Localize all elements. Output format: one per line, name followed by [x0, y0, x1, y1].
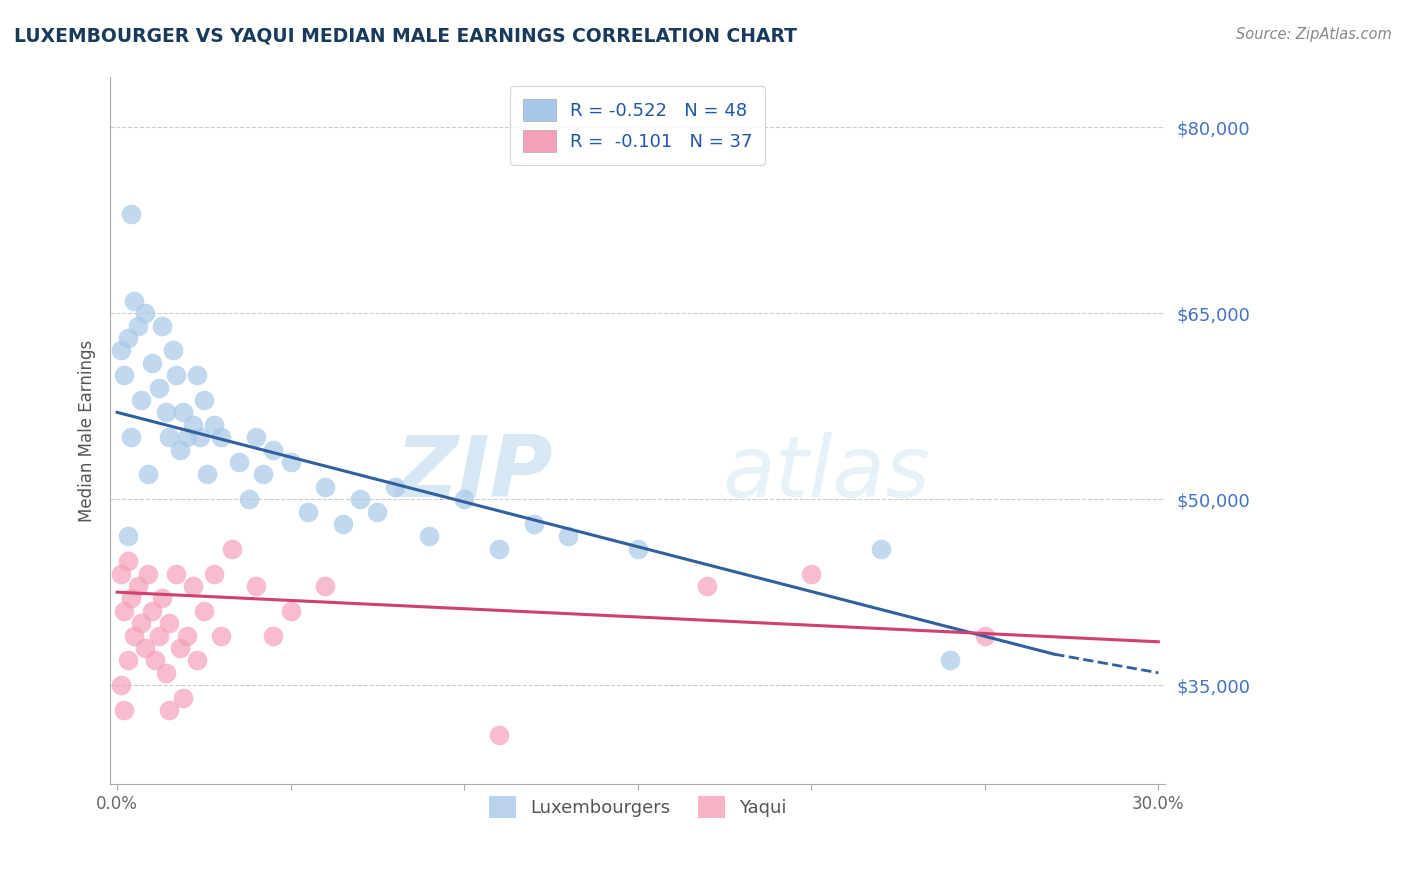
Y-axis label: Median Male Earnings: Median Male Earnings [79, 340, 96, 522]
Point [202, 566, 225, 581]
Point [252, 467, 274, 482]
Point [488, 541, 510, 556]
Point [939, 653, 962, 667]
Point [117, 529, 139, 543]
Point [131, 616, 153, 631]
Point [148, 629, 170, 643]
Point [141, 604, 163, 618]
Point [262, 442, 284, 457]
Point [176, 629, 198, 643]
Point [112, 604, 135, 618]
Point [193, 392, 215, 407]
Point [183, 417, 205, 432]
Text: ZIP: ZIP [395, 432, 554, 515]
Point [110, 343, 132, 358]
Point [221, 541, 243, 556]
Point [297, 504, 319, 518]
Point [138, 467, 160, 482]
Point [150, 318, 173, 333]
Point [143, 653, 166, 667]
Point [120, 207, 142, 221]
Point [183, 579, 205, 593]
Point [138, 566, 160, 581]
Point [124, 293, 146, 308]
Point [112, 703, 135, 717]
Text: atlas: atlas [723, 432, 931, 515]
Point [127, 318, 149, 333]
Point [186, 653, 208, 667]
Point [157, 703, 180, 717]
Point [202, 417, 225, 432]
Point [453, 492, 475, 507]
Point [523, 516, 546, 531]
Point [124, 629, 146, 643]
Point [120, 430, 142, 444]
Point [172, 690, 194, 705]
Point [165, 368, 187, 383]
Point [141, 356, 163, 370]
Point [280, 455, 302, 469]
Point [366, 504, 388, 518]
Point [869, 541, 891, 556]
Point [117, 653, 139, 667]
Point [186, 368, 208, 383]
Point [172, 405, 194, 419]
Point [127, 579, 149, 593]
Point [155, 665, 177, 680]
Point [557, 529, 579, 543]
Point [262, 629, 284, 643]
Point [155, 405, 177, 419]
Point [228, 455, 250, 469]
Point [193, 604, 215, 618]
Point [627, 541, 650, 556]
Point [190, 430, 212, 444]
Point [120, 591, 142, 606]
Point [195, 467, 218, 482]
Point [150, 591, 173, 606]
Point [134, 306, 156, 320]
Point [169, 640, 191, 655]
Point [209, 629, 232, 643]
Point [384, 480, 406, 494]
Point [800, 566, 823, 581]
Point [162, 343, 184, 358]
Point [349, 492, 371, 507]
Point [245, 430, 267, 444]
Point [418, 529, 440, 543]
Point [332, 516, 354, 531]
Point [165, 566, 187, 581]
Point [110, 678, 132, 692]
Point [112, 368, 135, 383]
Point [696, 579, 718, 593]
Point [209, 430, 232, 444]
Point [245, 579, 267, 593]
Point [157, 430, 180, 444]
Legend: Luxembourgers, Yaqui: Luxembourgers, Yaqui [482, 789, 794, 825]
Point [117, 554, 139, 568]
Point [238, 492, 260, 507]
Point [488, 728, 510, 742]
Point [314, 480, 336, 494]
Point [157, 616, 180, 631]
Point [973, 629, 995, 643]
Point [110, 566, 132, 581]
Point [148, 380, 170, 394]
Point [134, 640, 156, 655]
Point [131, 392, 153, 407]
Point [280, 604, 302, 618]
Point [169, 442, 191, 457]
Point [314, 579, 336, 593]
Point [176, 430, 198, 444]
Point [117, 331, 139, 345]
Text: Source: ZipAtlas.com: Source: ZipAtlas.com [1236, 27, 1392, 42]
Text: LUXEMBOURGER VS YAQUI MEDIAN MALE EARNINGS CORRELATION CHART: LUXEMBOURGER VS YAQUI MEDIAN MALE EARNIN… [14, 27, 797, 45]
